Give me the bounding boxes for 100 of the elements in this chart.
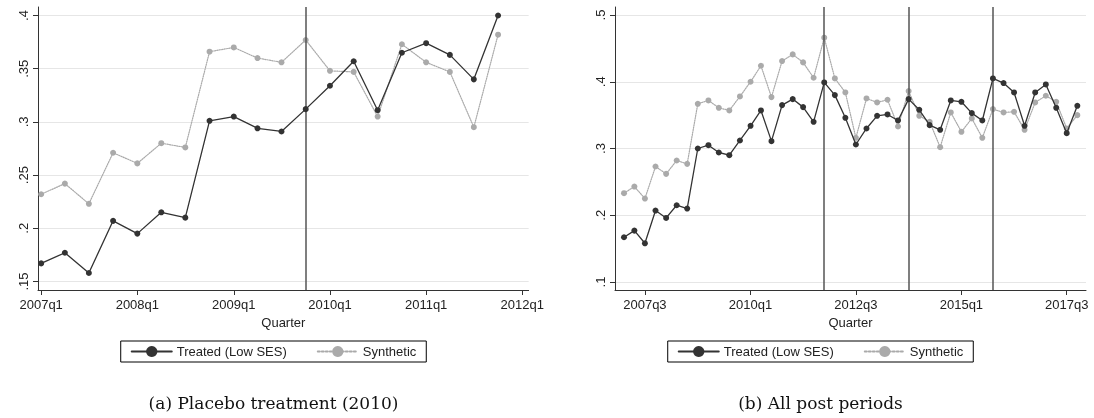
x-tick-label: 2012q1 — [500, 297, 545, 312]
point — [398, 41, 405, 48]
point — [1000, 109, 1007, 116]
point — [631, 183, 638, 190]
point — [1000, 80, 1007, 87]
point — [874, 99, 881, 106]
point — [736, 137, 743, 144]
point — [621, 234, 628, 241]
point — [842, 89, 849, 96]
point — [158, 209, 165, 216]
point — [663, 170, 670, 177]
point — [989, 75, 996, 82]
point — [747, 122, 754, 129]
point — [673, 157, 680, 164]
point — [789, 51, 796, 58]
x-axis-title: Quarter — [828, 314, 874, 330]
point — [350, 58, 357, 65]
point — [1042, 81, 1049, 88]
point — [968, 110, 975, 117]
point — [694, 100, 701, 107]
point — [968, 115, 975, 122]
point — [947, 97, 954, 104]
point — [495, 31, 502, 38]
point — [926, 122, 933, 129]
point — [326, 67, 333, 74]
text: (b) All post periods — [738, 392, 903, 413]
point — [874, 112, 881, 119]
point — [958, 98, 965, 105]
point — [110, 217, 117, 224]
y-tick-label: .2 — [593, 209, 608, 221]
point — [446, 51, 453, 58]
point — [947, 109, 954, 116]
point — [374, 113, 381, 120]
point — [158, 140, 165, 147]
point — [958, 128, 965, 135]
point — [1074, 102, 1081, 109]
point — [747, 78, 754, 85]
point — [863, 125, 870, 132]
point — [673, 202, 680, 209]
y-tick-label: .4 — [593, 76, 608, 88]
point — [254, 125, 261, 132]
point — [230, 113, 237, 120]
point — [705, 142, 712, 149]
point — [134, 160, 141, 167]
point — [884, 111, 891, 118]
point — [810, 118, 817, 125]
point — [715, 104, 722, 111]
x-tick-label: 2007q1 — [19, 297, 63, 312]
point — [979, 134, 986, 141]
point — [1021, 122, 1028, 129]
point — [423, 59, 430, 66]
point — [736, 93, 743, 100]
y-tick-label: .4 — [16, 10, 31, 21]
point — [800, 59, 807, 66]
point — [1032, 89, 1039, 96]
legend-label: Synthetic — [909, 344, 964, 359]
point — [110, 149, 117, 156]
point — [684, 160, 691, 167]
point — [779, 102, 786, 109]
point — [831, 92, 838, 99]
point — [423, 40, 430, 47]
legend-label: Synthetic — [362, 344, 417, 359]
point — [398, 49, 405, 56]
point — [350, 68, 357, 75]
point — [1063, 130, 1070, 137]
point — [916, 112, 923, 119]
y-tick-label: .35 — [16, 59, 31, 78]
point — [641, 240, 648, 247]
text: (a) Placebo treatment (2010) — [148, 392, 399, 413]
point — [631, 227, 638, 234]
x-tick-label: 2012q3 — [834, 297, 878, 312]
point — [61, 249, 68, 256]
x-tick-label: 2007q3 — [623, 297, 667, 312]
point — [1011, 89, 1018, 96]
point — [38, 191, 45, 198]
y-tick-label: .1 — [593, 276, 608, 288]
point — [446, 68, 453, 75]
point — [470, 124, 477, 131]
point — [38, 260, 45, 267]
point — [230, 44, 237, 51]
x-tick-label: 2010q1 — [728, 297, 773, 312]
point — [757, 107, 764, 114]
point — [1011, 108, 1018, 115]
point — [85, 200, 92, 207]
y-tick-label: .3 — [16, 116, 31, 128]
point — [863, 95, 870, 102]
point — [1074, 112, 1081, 119]
point — [663, 214, 670, 221]
point — [895, 123, 902, 130]
point — [302, 106, 309, 113]
point — [374, 107, 381, 114]
y-tick-label: .2 — [16, 222, 31, 234]
x-tick-label: 2011q1 — [404, 297, 448, 312]
point — [726, 152, 733, 159]
x-tick-label: 2015q1 — [939, 297, 984, 312]
point — [810, 74, 817, 81]
point — [1042, 92, 1049, 99]
point — [852, 141, 859, 148]
y-tick-label: .15 — [16, 272, 31, 291]
point — [278, 128, 285, 135]
